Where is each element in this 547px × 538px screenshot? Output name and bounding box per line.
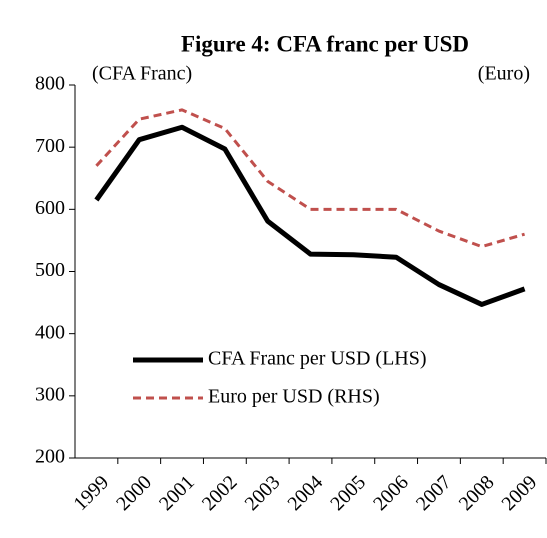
x-tick-label: 2009 bbox=[498, 471, 542, 515]
y-tick-label: 300 bbox=[35, 383, 65, 405]
x-tick-label: 1999 bbox=[69, 471, 113, 515]
y-tick-label: 500 bbox=[35, 259, 65, 281]
y-tick-label: 700 bbox=[35, 135, 65, 157]
legend-label: Euro per USD (RHS) bbox=[208, 386, 380, 408]
y-axis-label: (CFA Franc) bbox=[92, 63, 192, 85]
legend-label: CFA Franc per USD (LHS) bbox=[208, 348, 427, 370]
x-tick-label: 2007 bbox=[412, 471, 456, 515]
x-tick-label: 2000 bbox=[112, 471, 156, 515]
x-tick-label: 2006 bbox=[369, 471, 413, 515]
y-tick-label: 800 bbox=[35, 73, 65, 95]
series-line bbox=[95, 108, 526, 249]
x-tick-label: 2003 bbox=[241, 471, 285, 515]
x-tick-label: 2008 bbox=[455, 471, 499, 515]
y-tick-label: 400 bbox=[35, 321, 65, 343]
chart-title: Figure 4: CFA franc per USD bbox=[181, 31, 469, 56]
y2-axis-label: (Euro) bbox=[478, 63, 530, 85]
x-tick-label: 2001 bbox=[155, 471, 199, 515]
series-line bbox=[94, 124, 526, 307]
x-tick-label: 2004 bbox=[283, 471, 327, 515]
x-tick-label: 2005 bbox=[326, 471, 370, 515]
x-tick-label: 2002 bbox=[198, 471, 242, 515]
y-tick-label: 200 bbox=[35, 446, 65, 468]
y-tick-label: 600 bbox=[35, 197, 65, 219]
